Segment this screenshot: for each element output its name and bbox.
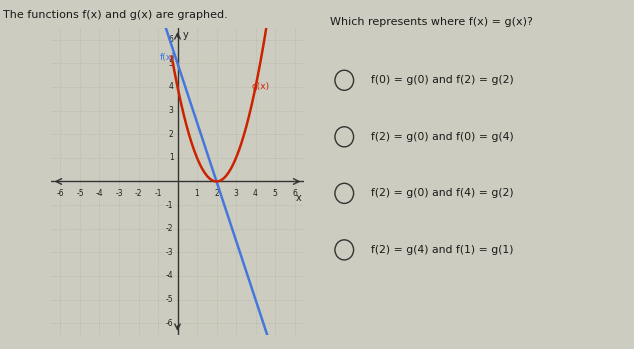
Text: f(0) = g(0) and f(2) = g(2): f(0) = g(0) and f(2) = g(2) xyxy=(370,75,514,85)
Text: -1: -1 xyxy=(154,188,162,198)
Text: -4: -4 xyxy=(166,272,174,281)
Text: 2: 2 xyxy=(214,188,219,198)
Text: 6: 6 xyxy=(292,188,297,198)
Text: f(x): f(x) xyxy=(160,53,176,62)
Text: 4: 4 xyxy=(253,188,258,198)
Text: -6: -6 xyxy=(166,319,174,328)
Text: -3: -3 xyxy=(166,248,174,257)
Text: 1: 1 xyxy=(169,153,174,162)
Text: -1: -1 xyxy=(166,201,174,210)
Text: f(2) = g(4) and f(1) = g(1): f(2) = g(4) and f(1) = g(1) xyxy=(370,245,513,255)
Text: -2: -2 xyxy=(166,224,174,233)
Text: -5: -5 xyxy=(166,295,174,304)
Text: -3: -3 xyxy=(115,188,123,198)
Text: Which represents where f(x) = g(x)?: Which represents where f(x) = g(x)? xyxy=(330,17,533,28)
Text: -4: -4 xyxy=(96,188,103,198)
Text: 6: 6 xyxy=(169,35,174,44)
Text: 3: 3 xyxy=(233,188,238,198)
Text: y: y xyxy=(183,30,188,40)
Text: The functions f(x) and g(x) are graphed.: The functions f(x) and g(x) are graphed. xyxy=(3,10,228,21)
Text: -5: -5 xyxy=(76,188,84,198)
Text: -6: -6 xyxy=(56,188,64,198)
Text: 5: 5 xyxy=(273,188,278,198)
Text: 2: 2 xyxy=(169,130,174,139)
Text: g(x): g(x) xyxy=(252,82,270,91)
Text: 5: 5 xyxy=(169,59,174,68)
Text: x: x xyxy=(295,193,301,203)
Text: 1: 1 xyxy=(195,188,200,198)
Text: f(2) = g(0) and f(4) = g(2): f(2) = g(0) and f(4) = g(2) xyxy=(370,188,513,198)
Text: 3: 3 xyxy=(169,106,174,115)
Text: f(2) = g(0) and f(0) = g(4): f(2) = g(0) and f(0) = g(4) xyxy=(370,132,514,142)
Text: 4: 4 xyxy=(169,82,174,91)
Text: -2: -2 xyxy=(135,188,142,198)
